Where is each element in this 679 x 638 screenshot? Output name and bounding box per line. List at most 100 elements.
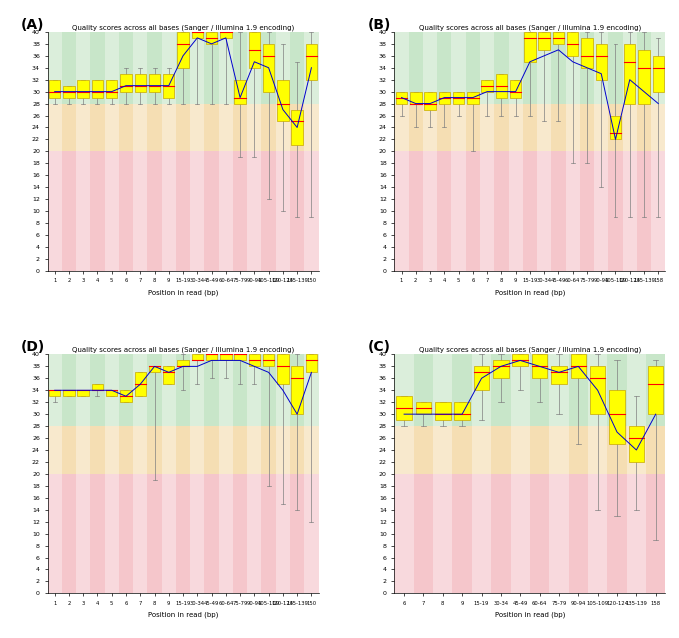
- Bar: [481, 80, 493, 92]
- Bar: [77, 80, 89, 98]
- Bar: [49, 390, 60, 396]
- Bar: [509, 32, 523, 271]
- Bar: [276, 32, 290, 271]
- Bar: [610, 115, 621, 140]
- Bar: [567, 32, 579, 56]
- Bar: [133, 355, 147, 593]
- Bar: [433, 355, 452, 593]
- Bar: [191, 355, 203, 360]
- Bar: [105, 355, 119, 593]
- Bar: [396, 92, 407, 103]
- Bar: [496, 74, 507, 98]
- Bar: [120, 74, 132, 92]
- Bar: [394, 32, 665, 103]
- Bar: [653, 56, 664, 92]
- Bar: [48, 32, 62, 271]
- Bar: [638, 50, 650, 103]
- Bar: [566, 32, 580, 271]
- Bar: [163, 366, 175, 384]
- Title: Quality scores across all bases (Sanger / Illumina 1.9 encoding): Quality scores across all bases (Sanger …: [72, 346, 294, 353]
- Bar: [48, 426, 318, 474]
- Bar: [234, 355, 246, 360]
- Bar: [48, 355, 62, 593]
- Bar: [394, 474, 665, 593]
- Bar: [106, 390, 117, 396]
- Bar: [247, 32, 261, 271]
- Bar: [304, 355, 318, 593]
- Bar: [394, 426, 665, 474]
- Bar: [474, 366, 490, 390]
- Bar: [524, 32, 536, 62]
- Bar: [480, 32, 494, 271]
- Bar: [306, 355, 317, 373]
- Bar: [581, 38, 593, 68]
- Bar: [537, 32, 551, 271]
- Bar: [77, 390, 89, 396]
- Bar: [588, 355, 607, 593]
- Bar: [493, 360, 509, 378]
- Bar: [553, 32, 564, 44]
- Bar: [263, 355, 274, 366]
- Title: Quality scores across all bases (Sanger / Illumina 1.9 encoding): Quality scores across all bases (Sanger …: [72, 24, 294, 31]
- Bar: [48, 103, 318, 151]
- Bar: [63, 85, 75, 98]
- Bar: [394, 355, 665, 426]
- Bar: [590, 366, 606, 414]
- Bar: [76, 32, 90, 271]
- Bar: [220, 355, 232, 360]
- Bar: [623, 32, 637, 271]
- Bar: [510, 80, 521, 98]
- X-axis label: Position in read (bp): Position in read (bp): [148, 289, 218, 295]
- Bar: [219, 355, 233, 593]
- Bar: [532, 355, 547, 378]
- Text: (B): (B): [367, 18, 390, 31]
- Bar: [394, 151, 665, 271]
- Bar: [453, 92, 464, 103]
- Bar: [551, 366, 567, 384]
- Bar: [48, 355, 318, 426]
- Bar: [570, 355, 586, 378]
- Bar: [624, 44, 636, 103]
- Bar: [105, 32, 119, 271]
- Bar: [595, 44, 607, 80]
- Bar: [190, 32, 204, 271]
- Bar: [149, 74, 160, 92]
- Bar: [424, 92, 436, 110]
- Bar: [627, 355, 646, 593]
- Bar: [454, 402, 470, 420]
- Bar: [177, 32, 189, 68]
- X-axis label: Position in read (bp): Position in read (bp): [495, 612, 565, 618]
- Bar: [92, 384, 103, 390]
- Text: (D): (D): [20, 340, 45, 354]
- Bar: [249, 355, 260, 366]
- Bar: [149, 366, 160, 373]
- Bar: [234, 80, 246, 103]
- Bar: [435, 402, 451, 420]
- Bar: [277, 355, 289, 384]
- Bar: [549, 355, 568, 593]
- Bar: [190, 355, 204, 593]
- Bar: [206, 355, 217, 360]
- Bar: [439, 92, 450, 103]
- Bar: [276, 355, 290, 593]
- Bar: [416, 402, 431, 414]
- Bar: [538, 32, 550, 50]
- Text: (A): (A): [20, 18, 44, 31]
- Bar: [648, 366, 663, 414]
- Bar: [206, 32, 217, 44]
- Bar: [76, 355, 90, 593]
- Bar: [394, 32, 409, 271]
- Title: Quality scores across all bases (Sanger / Illumina 1.9 encoding): Quality scores across all bases (Sanger …: [419, 24, 641, 31]
- Bar: [49, 80, 60, 98]
- Bar: [291, 366, 303, 414]
- Bar: [63, 390, 75, 396]
- X-axis label: Position in read (bp): Position in read (bp): [495, 289, 565, 295]
- Bar: [247, 355, 261, 593]
- Bar: [48, 474, 318, 593]
- Bar: [609, 390, 625, 444]
- Bar: [220, 32, 232, 38]
- Bar: [594, 32, 608, 271]
- Title: Quality scores across all bases (Sanger / Illumina 1.9 encoding): Quality scores across all bases (Sanger …: [419, 346, 641, 353]
- Bar: [162, 355, 176, 593]
- Bar: [134, 373, 146, 396]
